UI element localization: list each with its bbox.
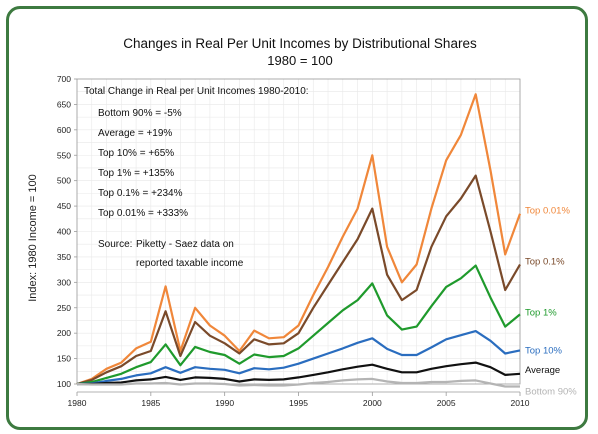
y-tick-label: 400 [57, 227, 71, 237]
source-label: Source: [98, 239, 132, 250]
annotation-line: Top 0.1% = +234% [98, 188, 183, 199]
y-tick-label: 350 [57, 252, 71, 262]
x-tick-label: 1985 [141, 398, 160, 408]
series-line-top-0-01 [76, 93, 522, 386]
annotation-line: Average = +19% [98, 128, 172, 139]
y-tick-label: 300 [57, 277, 71, 287]
annotation-box: Total Change in Real per Unit Incomes 19… [84, 86, 309, 269]
y-tick-label: 550 [57, 150, 71, 160]
chart-axes: 100 150 200 250 300 350 400 450 500 550 600 650 700 1… [57, 74, 530, 408]
y-tick-label: 450 [57, 201, 71, 211]
series-label-bottom-90: Bottom 90% [525, 387, 577, 398]
series-line-bottom-90 [76, 377, 520, 388]
annotation-line: Top 0.01% = +333% [98, 208, 188, 219]
x-tick-label: 1995 [289, 398, 308, 408]
y-tick-label: 700 [57, 74, 71, 84]
y-axis-label: Index: 1980 Income = 100 [27, 174, 39, 302]
x-tick-label: 1980 [68, 398, 87, 408]
y-tick-label: 100 [57, 379, 71, 389]
x-tick-label: 2005 [437, 398, 456, 408]
y-tick-label: 500 [57, 176, 71, 186]
series-label-top-0-1: Top 0.1% [525, 257, 565, 268]
x-tick-label: 1990 [215, 398, 234, 408]
chart-title: Changes in Real Per Unit Incomes by Dist… [123, 36, 477, 51]
series-label-top-1: Top 1% [525, 307, 557, 318]
source-text: reported taxable income [136, 258, 244, 269]
series-label-average: Average [525, 365, 560, 376]
y-tick-label: 200 [57, 328, 71, 338]
series-label-top-10: Top 10% [525, 345, 563, 356]
annotation-line: Top 1% = +135% [98, 168, 174, 179]
source-text: Piketty - Saez data on [136, 239, 234, 250]
annotation-line: Bottom 90% = -5% [98, 108, 182, 119]
series-line-top-1 [76, 264, 521, 386]
y-tick-label: 600 [57, 125, 71, 135]
chart-frame [6, 6, 588, 430]
x-tick-label: 2010 [511, 398, 530, 408]
x-tick-label: 2000 [363, 398, 382, 408]
series-line-top-10 [76, 330, 521, 386]
y-tick-label: 650 [57, 99, 71, 109]
y-tick-label: 150 [57, 354, 71, 364]
chart-series [76, 93, 522, 388]
series-label-top-0-01: Top 0.01% [525, 206, 570, 217]
y-tick-label: 250 [57, 303, 71, 313]
chart-subtitle: 1980 = 100 [267, 53, 332, 68]
series-end-labels: Top 0.01% Top 0.1% Top 1% Top 10% Average Bot… [525, 206, 577, 398]
series-line-top-0-1 [76, 174, 521, 386]
annotation-heading: Total Change in Real per Unit Incomes 19… [84, 86, 309, 97]
annotation-line: Top 10% = +65% [98, 148, 174, 159]
series-line-average [77, 361, 521, 386]
